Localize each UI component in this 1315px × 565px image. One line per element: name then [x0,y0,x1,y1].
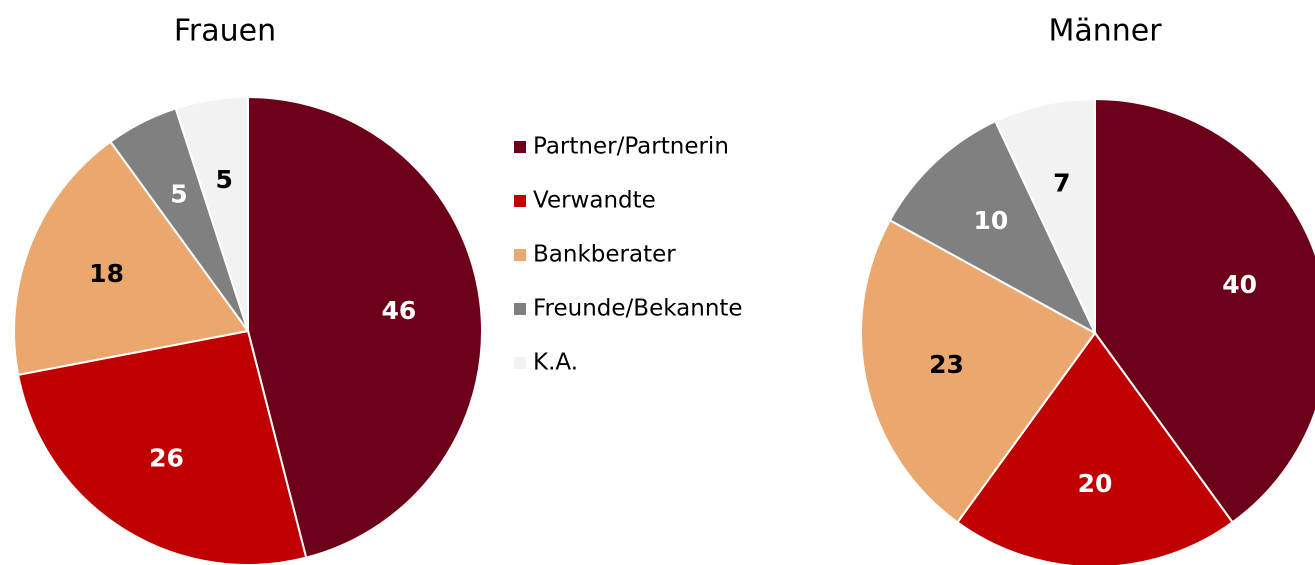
data-label: 7 [1053,169,1070,198]
chart-title: Frauen [174,14,276,49]
data-label: 5 [216,165,233,194]
data-label: 46 [382,296,417,325]
pie-slice [174,95,249,332]
data-label: 20 [1078,469,1113,498]
pie-slice [13,140,250,377]
legend-label: Bankberater [533,242,676,268]
pie-slice [956,331,1234,565]
pie-slice [860,218,1097,524]
legend-swatch [514,303,526,315]
data-label: 26 [149,443,184,472]
data-label: 10 [973,206,1008,235]
legend-label: Partner/Partnerin [533,134,729,160]
chart-title: Männer [1048,14,1162,49]
legend-label: Freunde/Bekannte [533,296,743,322]
data-label: 18 [89,259,124,288]
pie-slice [994,97,1096,334]
legend-swatch [514,357,526,369]
legend-swatch [514,195,526,207]
pie-slice [1094,97,1315,524]
legend-swatch [514,249,526,261]
data-label: 23 [929,350,964,379]
data-label: 40 [1222,270,1257,299]
data-label: 5 [170,179,187,208]
legend-label: Verwandte [533,188,656,214]
pie-slice [247,95,483,559]
pie-slice [888,119,1098,336]
legend-swatch [514,141,526,153]
legend-label: K.A. [533,350,578,376]
